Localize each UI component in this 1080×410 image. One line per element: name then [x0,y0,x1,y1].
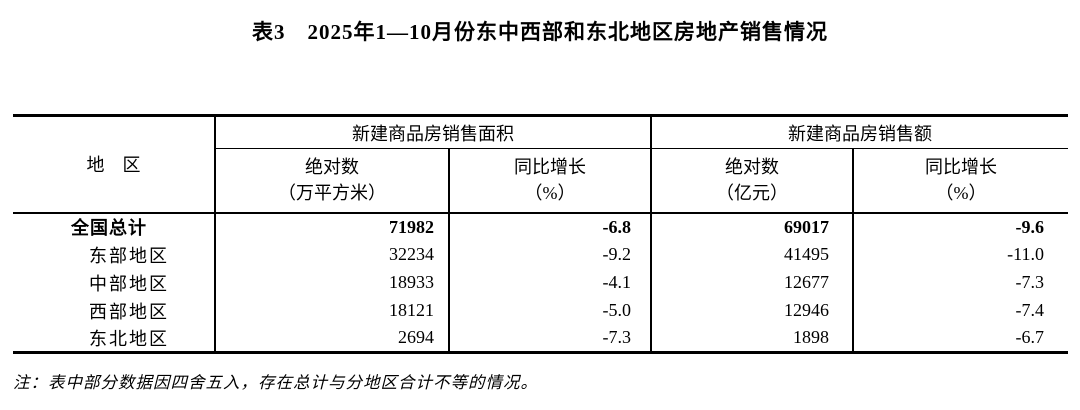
subheader-line: 绝对数 [725,157,779,178]
region-label: 全国总计 [71,218,147,238]
subheader-value-yoy: 同比增长 （%） [852,148,1068,214]
area-abs-value: 18933 [214,268,449,297]
table-row-central: 中部地区 18933 -4.1 12677 -7.3 [13,268,1068,297]
area-yoy-value: -5.0 [448,296,651,325]
subheader-line: （万平方米） [278,183,386,204]
subheader-area-yoy: 同比增长 （%） [448,148,651,214]
subheader-area-absolute: 绝对数 （万平方米） [214,148,449,214]
area-abs-value: 71982 [214,212,449,241]
group-header-sales-area: 新建商品房销售面积 [215,115,651,149]
region-label: 西部地区 [89,301,169,322]
footnote: 注：表中部分数据因四舍五入，存在总计与分地区合计不等的情况。 [13,373,538,392]
table-row-east: 东部地区 32234 -9.2 41495 -11.0 [13,240,1068,269]
regional-sales-table: 地 区 新建商品房销售面积 新建商品房销售额 绝对数 （万平方米） 同比增长 （… [13,114,1068,354]
group-header-row: 地 区 新建商品房销售面积 新建商品房销售额 [13,115,1068,214]
sales-abs-value: 12677 [650,268,853,297]
area-abs-value: 18121 [214,296,449,325]
area-yoy-value: -7.3 [448,324,651,353]
sales-abs-value: 1898 [650,324,853,353]
area-yoy-value: -4.1 [448,268,651,297]
group-header-sales-value: 新建商品房销售额 [650,115,1068,149]
sales-yoy-value: -6.7 [852,324,1068,353]
subheader-value-absolute: 绝对数 （亿元） [650,148,853,214]
subheader-line: 绝对数 [305,157,359,178]
region-label: 中部地区 [89,273,169,294]
area-yoy-value: -9.2 [448,240,651,269]
sub-header-row: 绝对数 （万平方米） 同比增长 （%） 绝对数 （亿元） 同比增长 （%） [13,148,1068,214]
sales-abs-value: 41495 [650,240,853,269]
table-row-west: 西部地区 18121 -5.0 12946 -7.4 [13,296,1068,325]
subheader-line: （%） [935,183,987,204]
table-title: 表3 2025年1—10月份东中西部和东北地区房地产销售情况 [252,20,828,44]
subheader-line: 同比增长 [925,157,997,178]
table-row-national-total: 全国总计 71982 -6.8 69017 -9.6 [13,212,1068,241]
area-abs-value: 32234 [214,240,449,269]
area-yoy-value: -6.8 [448,212,651,241]
area-abs-value: 2694 [214,324,449,353]
table-row-northeast: 东北地区 2694 -7.3 1898 -6.7 [13,324,1068,353]
sales-yoy-value: -11.0 [852,240,1068,269]
sales-yoy-value: -9.6 [852,212,1068,241]
region-column-header: 地 区 [13,115,216,214]
region-label: 东北地区 [89,328,169,349]
subheader-line: 同比增长 [514,157,586,178]
region-label: 东部地区 [89,245,169,266]
subheader-line: （%） [524,183,576,204]
subheader-line: （亿元） [716,183,788,204]
sales-yoy-value: -7.3 [852,268,1068,297]
sales-abs-value: 12946 [650,296,853,325]
sales-yoy-value: -7.4 [852,296,1068,325]
sales-abs-value: 69017 [650,212,853,241]
